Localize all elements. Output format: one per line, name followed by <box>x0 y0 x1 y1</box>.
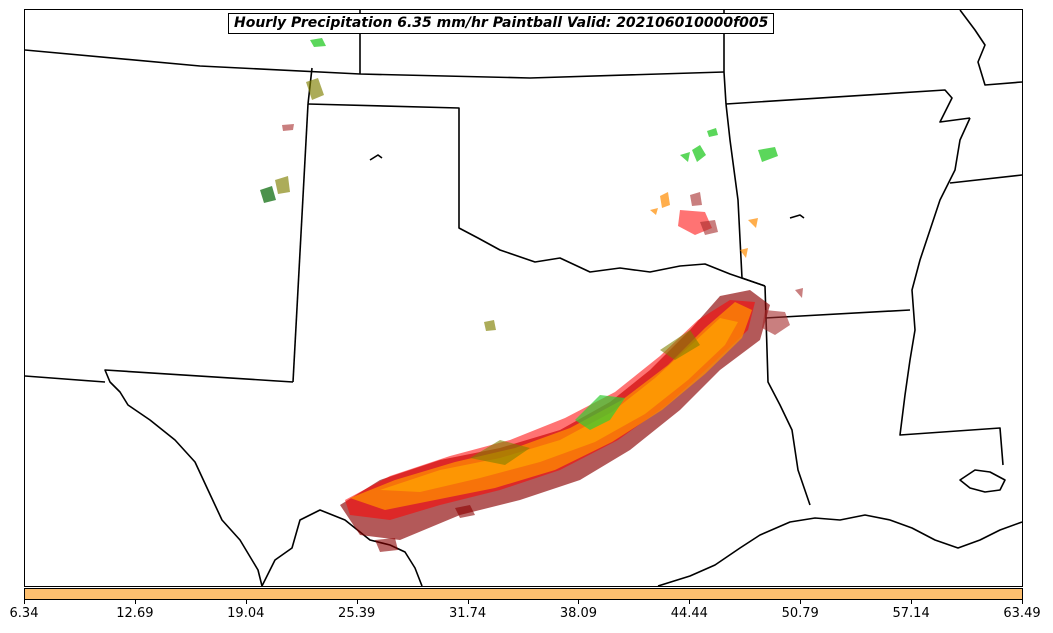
boundary-louisiana-coast <box>959 469 1006 493</box>
swath-light-orange <box>380 318 738 492</box>
colorbar-tick-label: 63.49 <box>1003 606 1041 621</box>
colorbar-tick-label: 57.14 <box>892 606 930 621</box>
colorbar-tick-label: 6.34 <box>9 606 39 621</box>
colorbar-tick <box>1022 600 1023 604</box>
colorbar-tick <box>911 600 913 604</box>
boundary-mississippi-river <box>899 117 1004 466</box>
boundary-gulf-coast <box>261 509 423 586</box>
colorbar-tick-label: 50.79 <box>781 606 819 621</box>
swath-olive <box>470 330 700 465</box>
colorbar-tick <box>245 600 247 604</box>
boundary-texas-nm <box>104 369 294 586</box>
lake-marks <box>369 154 805 219</box>
colorbar-tick-label: 25.39 <box>338 606 376 621</box>
boundary-newmexico-east <box>292 103 309 383</box>
boundary-newmexico-south <box>25 375 106 383</box>
colorbar-tick <box>578 600 580 604</box>
swath-green <box>575 395 625 430</box>
precipitation-swath <box>260 38 803 552</box>
boundary-arkansas-north <box>949 174 1022 184</box>
colorbar-tick <box>467 600 469 604</box>
blob-colorado-darkgreen <box>260 186 276 203</box>
colorbar-tick-label: 12.69 <box>116 606 154 621</box>
colorbar-tick-label: 19.04 <box>227 606 265 621</box>
blob-oklahoma-green <box>680 145 778 162</box>
colorbar <box>24 588 1023 600</box>
boundary-iowa-corner <box>959 10 1022 86</box>
blob-coast-darkred <box>375 505 475 552</box>
boundary-gulf-coast-east <box>657 514 1022 586</box>
colorbar-tick-label: 44.44 <box>670 606 708 621</box>
blob-texas-olive <box>484 320 496 331</box>
blob-louisiana-brown <box>762 288 803 335</box>
blob-colorado-olive <box>275 78 324 194</box>
colorbar-tick <box>356 600 358 604</box>
colorbar-tick <box>24 600 25 604</box>
colorbar-tick-label: 38.09 <box>559 606 598 621</box>
state-boundaries <box>25 10 1022 586</box>
colorbar-tick <box>689 600 691 604</box>
blob-oklahoma-orange <box>650 192 758 258</box>
colorbar-tick <box>800 600 802 604</box>
boundary-arkansas-south <box>764 309 911 319</box>
boundary-oklahoma-east <box>725 103 766 287</box>
colorbar-tick <box>134 600 136 604</box>
map-frame <box>24 9 1023 587</box>
boundary-missouri-north <box>725 89 971 123</box>
boundary-oklahoma-panhandle <box>307 103 766 287</box>
blob-colorado-brown <box>282 124 294 131</box>
colorbar-tick-label: 31.74 <box>448 606 487 621</box>
blob-oklahoma-brown <box>690 192 718 235</box>
map-title: Hourly Precipitation 6.35 mm/hr Paintbal… <box>228 13 775 34</box>
